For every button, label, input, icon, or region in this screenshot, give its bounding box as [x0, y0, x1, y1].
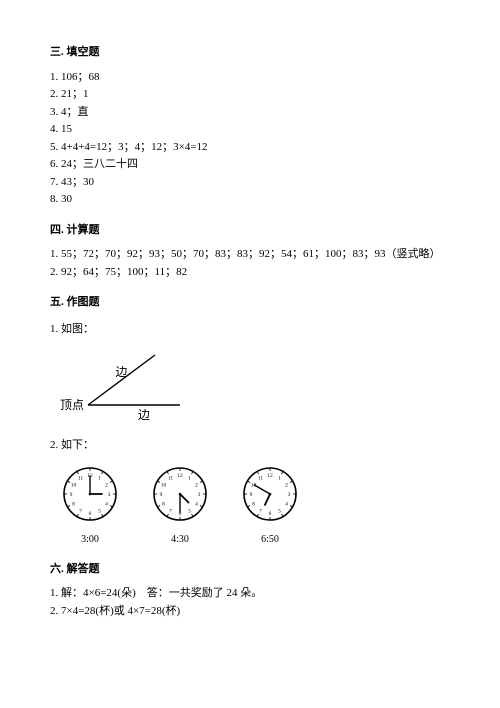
section-6-answers: 1. 解：4×6=24(朵) 答：一共奖励了 24 朵。 2. 7×4=28(杯…: [50, 585, 450, 619]
svg-text:7: 7: [169, 508, 172, 514]
clock-label-2: 4:30: [171, 532, 189, 547]
section-5-title: 五. 作图题: [50, 294, 450, 311]
svg-text:1: 1: [98, 475, 101, 481]
svg-text:7: 7: [79, 508, 82, 514]
svg-text:6: 6: [269, 511, 272, 517]
svg-text:3: 3: [288, 492, 291, 498]
svg-text:2: 2: [285, 482, 288, 488]
angle-svg: 顶点边边: [60, 347, 220, 427]
clock-face-2: 123456789101112: [150, 464, 210, 524]
answer-line: 1. 106；68: [50, 69, 450, 86]
clock-label-3: 6:50: [261, 532, 279, 547]
clock-label-1: 3:00: [81, 532, 99, 547]
svg-text:9: 9: [160, 492, 163, 498]
answer-line: 1. 55；72；70；92；93；50；70；83；83；92；54；61；1…: [50, 246, 450, 263]
answer-line: 2. 7×4=28(杯)或 4×7=28(杯): [50, 603, 450, 620]
answer-line: 3. 4；直: [50, 104, 450, 121]
angle-figure: 顶点边边: [60, 347, 220, 427]
svg-text:3: 3: [108, 492, 111, 498]
clock-face-3: 123456789101112: [240, 464, 300, 524]
answer-line: 2. 21；1: [50, 86, 450, 103]
clock-face-1: 123456789101112: [60, 464, 120, 524]
worksheet-page: 三. 填空题 1. 106；68 2. 21；1 3. 4；直 4. 15 5.…: [0, 0, 500, 640]
section-6-title: 六. 解答题: [50, 561, 450, 578]
svg-text:4: 4: [285, 501, 288, 507]
svg-text:5: 5: [98, 508, 101, 514]
answer-line: 4. 15: [50, 121, 450, 138]
svg-text:1: 1: [278, 475, 281, 481]
section-4-answers: 1. 55；72；70；92；93；50；70；83；83；92；54；61；1…: [50, 246, 450, 280]
svg-text:8: 8: [162, 501, 165, 507]
svg-text:8: 8: [252, 501, 255, 507]
answer-line: 7. 43；30: [50, 174, 450, 191]
clock-wrap-2: 123456789101112 4:30: [150, 464, 210, 547]
svg-text:8: 8: [72, 501, 75, 507]
section-3-answers: 1. 106；68 2. 21；1 3. 4；直 4. 15 5. 4+4+4=…: [50, 69, 450, 208]
svg-text:10: 10: [161, 482, 167, 488]
svg-text:顶点: 顶点: [60, 398, 84, 412]
svg-text:6: 6: [89, 511, 92, 517]
svg-text:11: 11: [168, 475, 174, 481]
svg-text:2: 2: [105, 482, 108, 488]
svg-text:边: 边: [138, 408, 150, 422]
answer-line: 8. 30: [50, 191, 450, 208]
svg-text:7: 7: [259, 508, 262, 514]
svg-text:5: 5: [188, 508, 191, 514]
answer-line: 1. 解：4×6=24(朵) 答：一共奖励了 24 朵。: [50, 585, 450, 602]
svg-text:12: 12: [177, 473, 183, 479]
clock-wrap-3: 123456789101112 6:50: [240, 464, 300, 547]
item-2-label: 2. 如下：: [50, 437, 450, 454]
answer-line: 5. 4+4+4=12；3；4；12；3×4=12: [50, 139, 450, 156]
svg-text:12: 12: [267, 473, 273, 479]
svg-text:4: 4: [105, 501, 108, 507]
svg-text:4: 4: [195, 501, 198, 507]
svg-text:9: 9: [250, 492, 253, 498]
svg-text:9: 9: [70, 492, 73, 498]
answer-line: 6. 24；三八二十四: [50, 156, 450, 173]
svg-text:2: 2: [195, 482, 198, 488]
section-4-title: 四. 计算题: [50, 222, 450, 239]
svg-text:1: 1: [188, 475, 191, 481]
section-3-title: 三. 填空题: [50, 44, 450, 61]
answer-line: 2. 92；64；75；100；11；82: [50, 264, 450, 281]
clock-wrap-1: 123456789101112 3:00: [60, 464, 120, 547]
svg-text:3: 3: [198, 492, 201, 498]
svg-text:边: 边: [116, 365, 128, 379]
clocks-row: 123456789101112 3:00 123456789101112 4:3…: [60, 464, 450, 547]
svg-text:5: 5: [278, 508, 281, 514]
svg-text:10: 10: [71, 482, 77, 488]
svg-text:11: 11: [258, 475, 264, 481]
svg-text:11: 11: [78, 475, 84, 481]
item-1-label: 1. 如图：: [50, 321, 450, 338]
